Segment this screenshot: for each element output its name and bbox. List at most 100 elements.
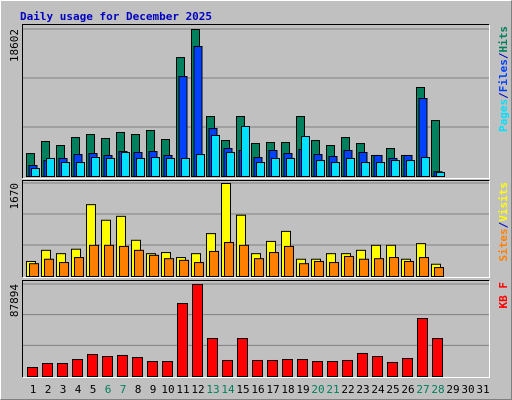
x-tick-label: 11 [176, 383, 189, 396]
panel-light [22, 280, 490, 378]
x-tick-label: 7 [120, 383, 127, 396]
bar [147, 361, 158, 378]
bar [374, 258, 384, 277]
bar [357, 352, 368, 377]
bar [177, 303, 188, 378]
legend-entry: Visits [497, 182, 510, 222]
bar [417, 318, 428, 377]
bar [222, 359, 233, 378]
bar [102, 356, 113, 378]
legend-separator: / [497, 92, 510, 99]
bar [162, 361, 173, 378]
bar [361, 162, 370, 177]
bar [61, 162, 70, 177]
bar [31, 168, 40, 178]
x-tick-label: 2 [45, 383, 52, 396]
panel-shadow [22, 24, 490, 179]
bar [314, 260, 324, 278]
panel-shadow [22, 280, 490, 378]
x-tick-label: 6 [105, 383, 112, 396]
bar [29, 263, 39, 278]
legend-entry: Sites [497, 228, 510, 261]
legend-entry: KB F [497, 282, 510, 309]
x-tick-label: 31 [476, 383, 489, 396]
legend-separator: / [497, 52, 510, 59]
x-tick-label: 9 [150, 383, 157, 396]
bar [271, 157, 280, 178]
bar [166, 157, 175, 178]
bar [134, 249, 144, 277]
bar [286, 157, 295, 178]
bar [359, 258, 369, 278]
bar [312, 361, 323, 378]
x-tick-label: 15 [236, 383, 249, 396]
panel-shadow [22, 180, 490, 278]
bar [237, 338, 248, 378]
bar [282, 359, 293, 378]
bar [117, 354, 128, 378]
bar [209, 250, 219, 278]
x-tick-label: 29 [446, 383, 459, 396]
x-tick-label: 4 [75, 383, 82, 396]
x-tick-label: 27 [416, 383, 429, 396]
bar [239, 244, 249, 278]
bar [57, 363, 68, 377]
x-tick-label: 24 [371, 383, 385, 396]
bar [346, 157, 355, 178]
legend: Sites/Visits [497, 182, 510, 262]
bar [136, 157, 145, 178]
bar [372, 356, 383, 378]
bar [164, 258, 174, 277]
bar [104, 244, 114, 278]
legend-entry: Files [497, 59, 510, 92]
bar [224, 242, 234, 277]
x-tick-label: 17 [266, 383, 279, 396]
bar [27, 366, 38, 378]
bar [432, 338, 443, 378]
bar [402, 357, 413, 377]
bar [44, 258, 54, 278]
chart-title: Daily usage for December 2025 [20, 10, 212, 23]
x-tick-label: 8 [135, 383, 142, 396]
bar [299, 263, 309, 278]
bar [327, 361, 338, 378]
bar [42, 363, 53, 377]
bar [59, 262, 69, 278]
x-tick-label: 19 [296, 383, 309, 396]
bar [404, 260, 414, 278]
panel-light [22, 180, 490, 278]
y-tick-label: 1670 [8, 183, 21, 210]
bar [72, 359, 83, 378]
bar [387, 361, 398, 377]
bar [76, 162, 85, 177]
panel-light [22, 24, 490, 179]
bar [284, 245, 294, 278]
bar [196, 154, 205, 177]
x-tick-label: 12 [191, 383, 204, 396]
bar [329, 262, 339, 278]
legend: KB F [497, 282, 510, 309]
x-tick-label: 20 [311, 383, 324, 396]
x-tick-label: 18 [281, 383, 294, 396]
bar [376, 162, 385, 177]
x-tick-label: 25 [386, 383, 399, 396]
bar [267, 359, 278, 378]
x-tick-label: 28 [431, 383, 444, 396]
bar [149, 254, 159, 277]
x-tick-label: 5 [90, 383, 97, 396]
legend: Pages/Files/Hits [497, 26, 510, 132]
x-tick-label: 10 [161, 383, 174, 396]
bar [89, 244, 99, 278]
x-tick-label: 21 [326, 383, 339, 396]
bar [269, 252, 279, 278]
bar [431, 120, 440, 177]
legend-entry: Pages [497, 99, 510, 132]
bar [254, 258, 264, 277]
bar [436, 172, 445, 178]
bar [301, 136, 310, 177]
bar [421, 157, 430, 178]
bar [241, 125, 250, 177]
